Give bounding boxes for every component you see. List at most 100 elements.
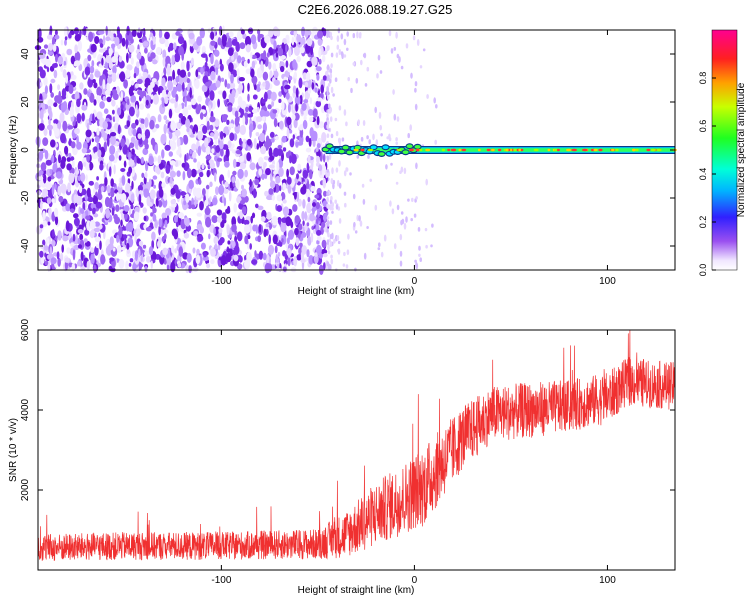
noise-cell bbox=[322, 253, 328, 258]
noise-cell bbox=[362, 198, 366, 205]
carrier-hotspot bbox=[353, 148, 359, 152]
noise-cell bbox=[203, 252, 207, 258]
noise-cell bbox=[254, 203, 259, 209]
noise-cell bbox=[295, 141, 299, 148]
noise-cell bbox=[253, 138, 257, 149]
noise-cell bbox=[378, 242, 381, 247]
noise-cell bbox=[173, 42, 177, 51]
noise-cell bbox=[89, 229, 95, 239]
noise-cell bbox=[116, 72, 120, 80]
noise-cell bbox=[144, 265, 148, 273]
noise-cell bbox=[250, 215, 253, 224]
noise-cell bbox=[282, 199, 287, 204]
noise-cell bbox=[345, 264, 349, 269]
noise-cell bbox=[244, 169, 249, 178]
y-tick-label: 20 bbox=[20, 96, 31, 108]
noise-cell bbox=[326, 113, 329, 118]
noise-cell bbox=[316, 235, 322, 241]
noise-cell bbox=[248, 105, 253, 113]
noise-cell bbox=[224, 181, 229, 188]
noise-cell bbox=[357, 119, 361, 126]
noise-cell bbox=[285, 60, 289, 68]
noise-cell bbox=[116, 26, 120, 36]
noise-cell bbox=[229, 132, 235, 141]
noise-cell bbox=[206, 120, 210, 131]
noise-cell bbox=[426, 94, 429, 99]
noise-cell bbox=[136, 78, 143, 85]
noise-cell bbox=[267, 104, 272, 110]
noise-cell bbox=[226, 83, 231, 89]
carrier-hotspot bbox=[360, 148, 365, 152]
noise-cell bbox=[251, 212, 256, 219]
noise-cell bbox=[175, 31, 181, 36]
noise-cell bbox=[206, 263, 211, 269]
noise-cell bbox=[213, 236, 219, 245]
noise-cell bbox=[334, 117, 338, 122]
colorbar-label: Normalized spectral amplitude bbox=[736, 82, 747, 217]
noise-cell bbox=[287, 247, 292, 258]
noise-cell bbox=[282, 182, 287, 191]
noise-cell bbox=[302, 119, 308, 130]
noise-cell bbox=[418, 253, 421, 257]
noise-cell bbox=[196, 248, 200, 256]
noise-cell bbox=[99, 43, 104, 48]
noise-cell bbox=[217, 215, 223, 223]
noise-cell bbox=[73, 194, 78, 204]
noise-cell bbox=[178, 103, 182, 111]
noise-cell bbox=[128, 151, 131, 162]
noise-cell bbox=[83, 88, 88, 95]
noise-cell bbox=[103, 162, 106, 168]
noise-cell bbox=[275, 52, 279, 58]
noise-cell bbox=[117, 107, 122, 116]
noise-cell bbox=[301, 210, 305, 221]
noise-cell bbox=[255, 132, 260, 137]
noise-cell bbox=[126, 25, 130, 36]
carrier-hotspot bbox=[571, 148, 578, 152]
noise-cell bbox=[97, 149, 102, 158]
noise-cell bbox=[144, 143, 149, 150]
noise-cell bbox=[345, 167, 349, 172]
noise-cell bbox=[303, 115, 307, 121]
noise-cell bbox=[77, 175, 81, 182]
noise-cell bbox=[255, 224, 258, 234]
noise-cell bbox=[395, 31, 398, 39]
noise-cell bbox=[81, 112, 85, 122]
noise-cell bbox=[134, 206, 140, 213]
noise-cell bbox=[152, 175, 158, 180]
noise-cell bbox=[298, 77, 303, 89]
noise-cell bbox=[317, 38, 323, 46]
noise-cell bbox=[395, 141, 399, 146]
noise-cell bbox=[412, 35, 416, 41]
noise-cell bbox=[174, 248, 177, 254]
noise-cell bbox=[241, 184, 244, 190]
noise-cell bbox=[405, 216, 408, 223]
noise-cell bbox=[152, 214, 157, 222]
noise-cell bbox=[152, 59, 158, 65]
noise-cell bbox=[220, 148, 224, 157]
noise-cell bbox=[128, 208, 132, 215]
noise-cell bbox=[126, 248, 131, 254]
noise-cell bbox=[81, 104, 88, 111]
noise-cell bbox=[296, 34, 302, 43]
noise-cell bbox=[181, 82, 185, 92]
carrier-wobble bbox=[378, 152, 385, 156]
noise-cell bbox=[60, 183, 67, 194]
noise-cell bbox=[171, 54, 175, 66]
noise-cell bbox=[168, 151, 173, 157]
noise-cell bbox=[210, 53, 214, 65]
noise-cell bbox=[112, 247, 116, 252]
noise-cell bbox=[86, 154, 90, 163]
noise-cell bbox=[210, 70, 216, 81]
noise-cell bbox=[47, 176, 52, 182]
noise-cell bbox=[89, 65, 95, 74]
noise-cell bbox=[279, 55, 287, 60]
noise-cell bbox=[301, 231, 307, 238]
noise-cell bbox=[187, 71, 191, 78]
carrier-hotspot bbox=[533, 148, 539, 152]
noise-cell bbox=[80, 172, 86, 182]
noise-cell bbox=[326, 191, 329, 197]
noise-cell bbox=[216, 157, 223, 162]
noise-cell bbox=[97, 95, 101, 104]
noise-cell bbox=[396, 116, 400, 122]
noise-cell bbox=[130, 193, 135, 203]
